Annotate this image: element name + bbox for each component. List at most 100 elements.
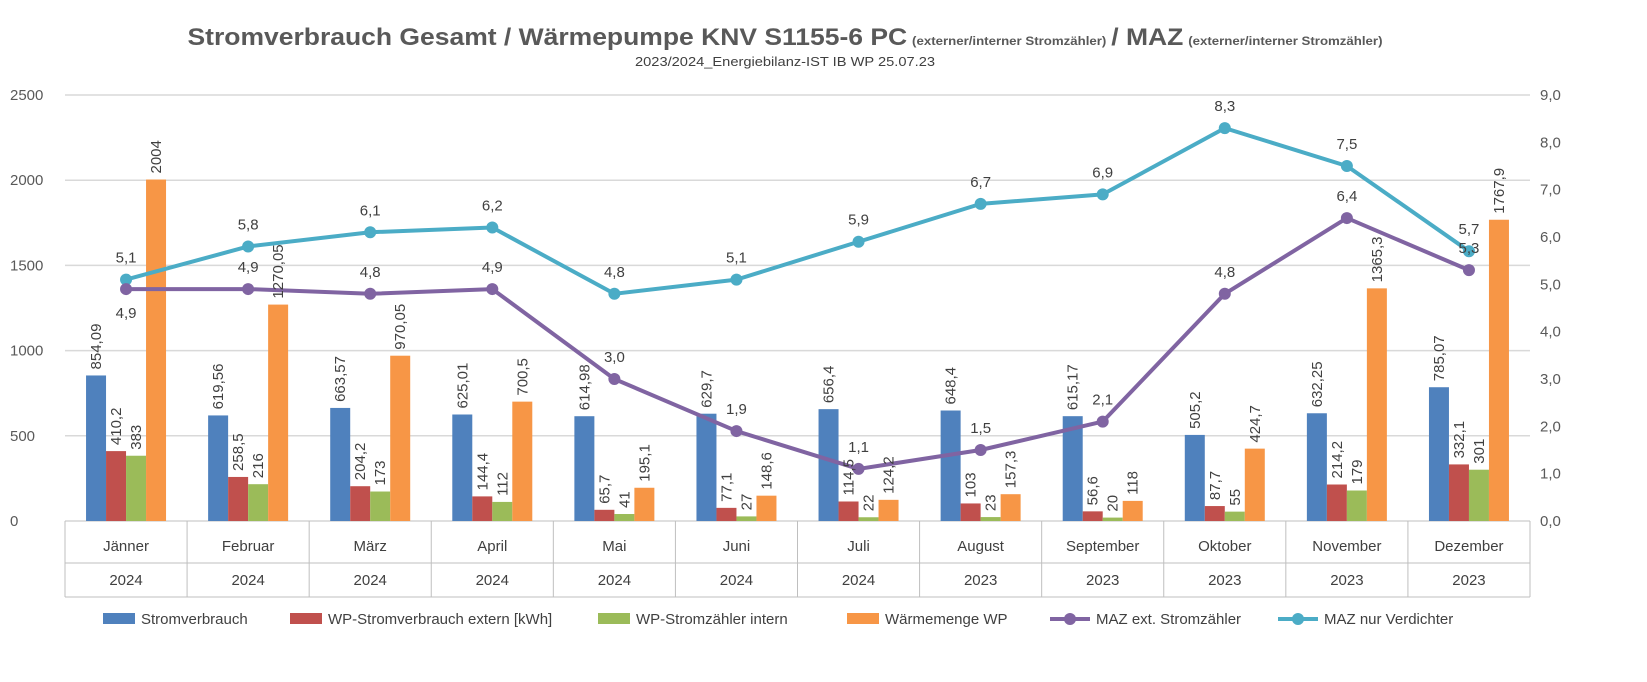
bar-data-label: 383	[128, 425, 145, 450]
y-tick-label: 2000	[10, 172, 43, 189]
line-data-label: 4,9	[482, 259, 503, 276]
line-marker	[608, 373, 621, 385]
bar	[452, 414, 473, 521]
bar-data-label: 179	[1349, 459, 1366, 484]
series-line	[125, 126, 1471, 296]
y-tick-label: 1500	[10, 257, 43, 274]
bar-data-label: 124,2	[881, 456, 898, 494]
bar	[1306, 413, 1327, 521]
bar	[574, 416, 595, 521]
bar-data-label: 629,7	[698, 370, 715, 408]
bar	[756, 495, 777, 521]
bar	[1000, 494, 1021, 521]
category-label: Oktober	[1198, 538, 1251, 555]
y2-tick-label: 5,0	[1540, 276, 1561, 293]
bar	[634, 487, 655, 521]
line-data-label: 8,3	[1214, 98, 1235, 115]
bar	[960, 503, 981, 521]
bar	[1082, 511, 1103, 521]
line-data-label: 6,4	[1336, 188, 1357, 205]
legend-item: Wärmemenge WP	[847, 611, 1008, 628]
category-label: Mai	[602, 538, 626, 555]
category-label: November	[1312, 538, 1381, 555]
bar-data-label: 214,2	[1329, 441, 1346, 479]
legend-item: MAZ ext. Stromzähler	[1050, 611, 1241, 628]
legend-swatch	[290, 613, 322, 624]
line-marker	[608, 287, 621, 300]
y2-tick-label: 3,0	[1540, 371, 1561, 388]
bar	[86, 375, 107, 521]
bar	[1468, 469, 1489, 521]
line-marker	[730, 273, 743, 286]
bar-data-label: 56,6	[1085, 476, 1102, 505]
bar	[370, 491, 391, 521]
bar-data-label: 854,09	[88, 324, 105, 370]
bar	[1244, 448, 1265, 521]
line-marker	[1462, 264, 1475, 277]
bar	[330, 407, 351, 521]
category-label: Februar	[222, 538, 275, 555]
bar-data-label: 663,57	[332, 356, 349, 402]
y-tick-label: 1000	[10, 343, 43, 360]
bar	[492, 501, 513, 521]
line-data-label: 4,9	[238, 259, 259, 276]
bar-data-label: 41	[616, 491, 633, 508]
bar	[1204, 506, 1225, 521]
bar	[208, 415, 229, 521]
bar-data-label: 20	[1105, 495, 1122, 512]
bar	[696, 413, 717, 521]
line-marker	[242, 240, 255, 253]
bar	[512, 401, 533, 521]
bar	[736, 516, 757, 521]
bar	[614, 514, 635, 521]
bar-data-label: 144,4	[474, 453, 491, 491]
legend-marker	[1064, 613, 1076, 625]
line-marker	[1096, 415, 1109, 428]
series-line	[126, 216, 1470, 471]
bar-data-label: 648,4	[943, 367, 960, 405]
bar	[390, 355, 411, 521]
bar-data-label: 65,7	[596, 475, 613, 504]
bar	[268, 304, 289, 521]
line-marker	[974, 444, 987, 456]
y-tick-label: 0	[10, 513, 18, 530]
line-marker	[1096, 188, 1109, 201]
bar	[980, 517, 1001, 521]
bar-data-label: 1270,05	[270, 244, 287, 298]
bar-data-label: 118	[1125, 471, 1142, 495]
year-label: 2023	[1452, 572, 1485, 589]
line-data-label: 1,9	[726, 401, 747, 418]
line-data-label: 2,1	[1092, 392, 1113, 409]
line-data-label: 4,8	[604, 264, 625, 281]
line-marker	[242, 283, 255, 296]
line-data-label: 6,9	[1092, 164, 1113, 181]
line-marker	[364, 226, 377, 239]
bar-data-label: 87,7	[1207, 471, 1224, 500]
line-marker	[120, 273, 133, 286]
bar	[1122, 500, 1143, 521]
bar-data-label: 614,98	[576, 364, 593, 410]
bar-data-label: 301	[1471, 439, 1488, 464]
bar-data-label: 785,07	[1431, 335, 1448, 381]
category-label: August	[957, 538, 1005, 555]
year-label: 2024	[598, 572, 631, 589]
line-data-label: 7,5	[1336, 136, 1357, 153]
y2-tick-label: 7,0	[1540, 182, 1561, 199]
legend-label: WP-Stromzähler intern	[636, 611, 788, 628]
bar-data-label: 258,5	[230, 433, 247, 471]
y2-tick-label: 0,0	[1540, 513, 1561, 530]
legend-swatch	[598, 613, 630, 624]
legend-item: MAZ nur Verdichter	[1278, 611, 1453, 628]
line-marker	[486, 283, 499, 296]
bar	[818, 409, 839, 521]
bar-data-label: 195,1	[636, 444, 653, 482]
category-label: September	[1066, 538, 1139, 555]
bar	[716, 507, 737, 521]
line-marker	[852, 235, 865, 248]
y2-tick-label: 8,0	[1540, 134, 1561, 151]
year-label: 2023	[1330, 572, 1363, 589]
legend-label: MAZ nur Verdichter	[1324, 611, 1453, 628]
bar	[1102, 517, 1123, 521]
line-data-label: 5,1	[116, 250, 137, 267]
